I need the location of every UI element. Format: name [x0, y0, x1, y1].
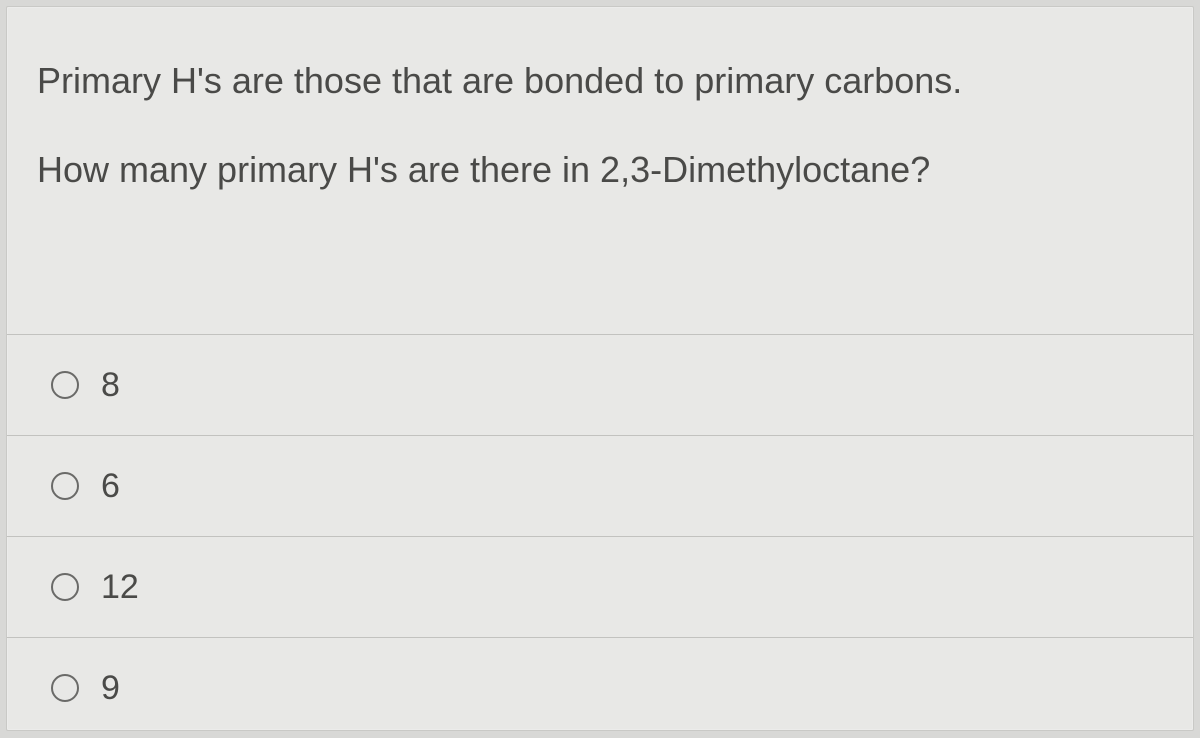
- option-label: 8: [101, 366, 120, 405]
- question-line-2: How many primary H's are there in 2,3-Di…: [37, 146, 1163, 195]
- question-text-block: Primary H's are those that are bonded to…: [7, 7, 1193, 244]
- radio-unchecked-icon: [51, 674, 79, 702]
- option-row-12[interactable]: 12: [7, 537, 1193, 638]
- answer-options: 8 6 12 9: [7, 334, 1193, 738]
- option-row-9[interactable]: 9: [7, 638, 1193, 738]
- radio-unchecked-icon: [51, 472, 79, 500]
- radio-unchecked-icon: [51, 573, 79, 601]
- option-label: 12: [101, 568, 139, 607]
- question-line-1: Primary H's are those that are bonded to…: [37, 57, 1163, 106]
- radio-unchecked-icon: [51, 371, 79, 399]
- option-label: 6: [101, 467, 120, 506]
- question-card: Primary H's are those that are bonded to…: [6, 6, 1194, 731]
- option-row-6[interactable]: 6: [7, 436, 1193, 537]
- option-label: 9: [101, 669, 120, 708]
- option-row-8[interactable]: 8: [7, 335, 1193, 436]
